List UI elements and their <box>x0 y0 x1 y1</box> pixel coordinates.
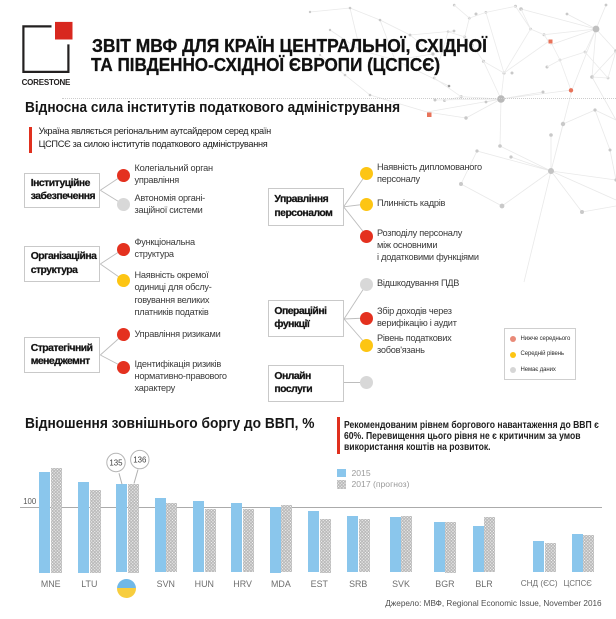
svg-text:136: 136 <box>133 456 147 465</box>
svg-text:135: 135 <box>109 458 123 467</box>
